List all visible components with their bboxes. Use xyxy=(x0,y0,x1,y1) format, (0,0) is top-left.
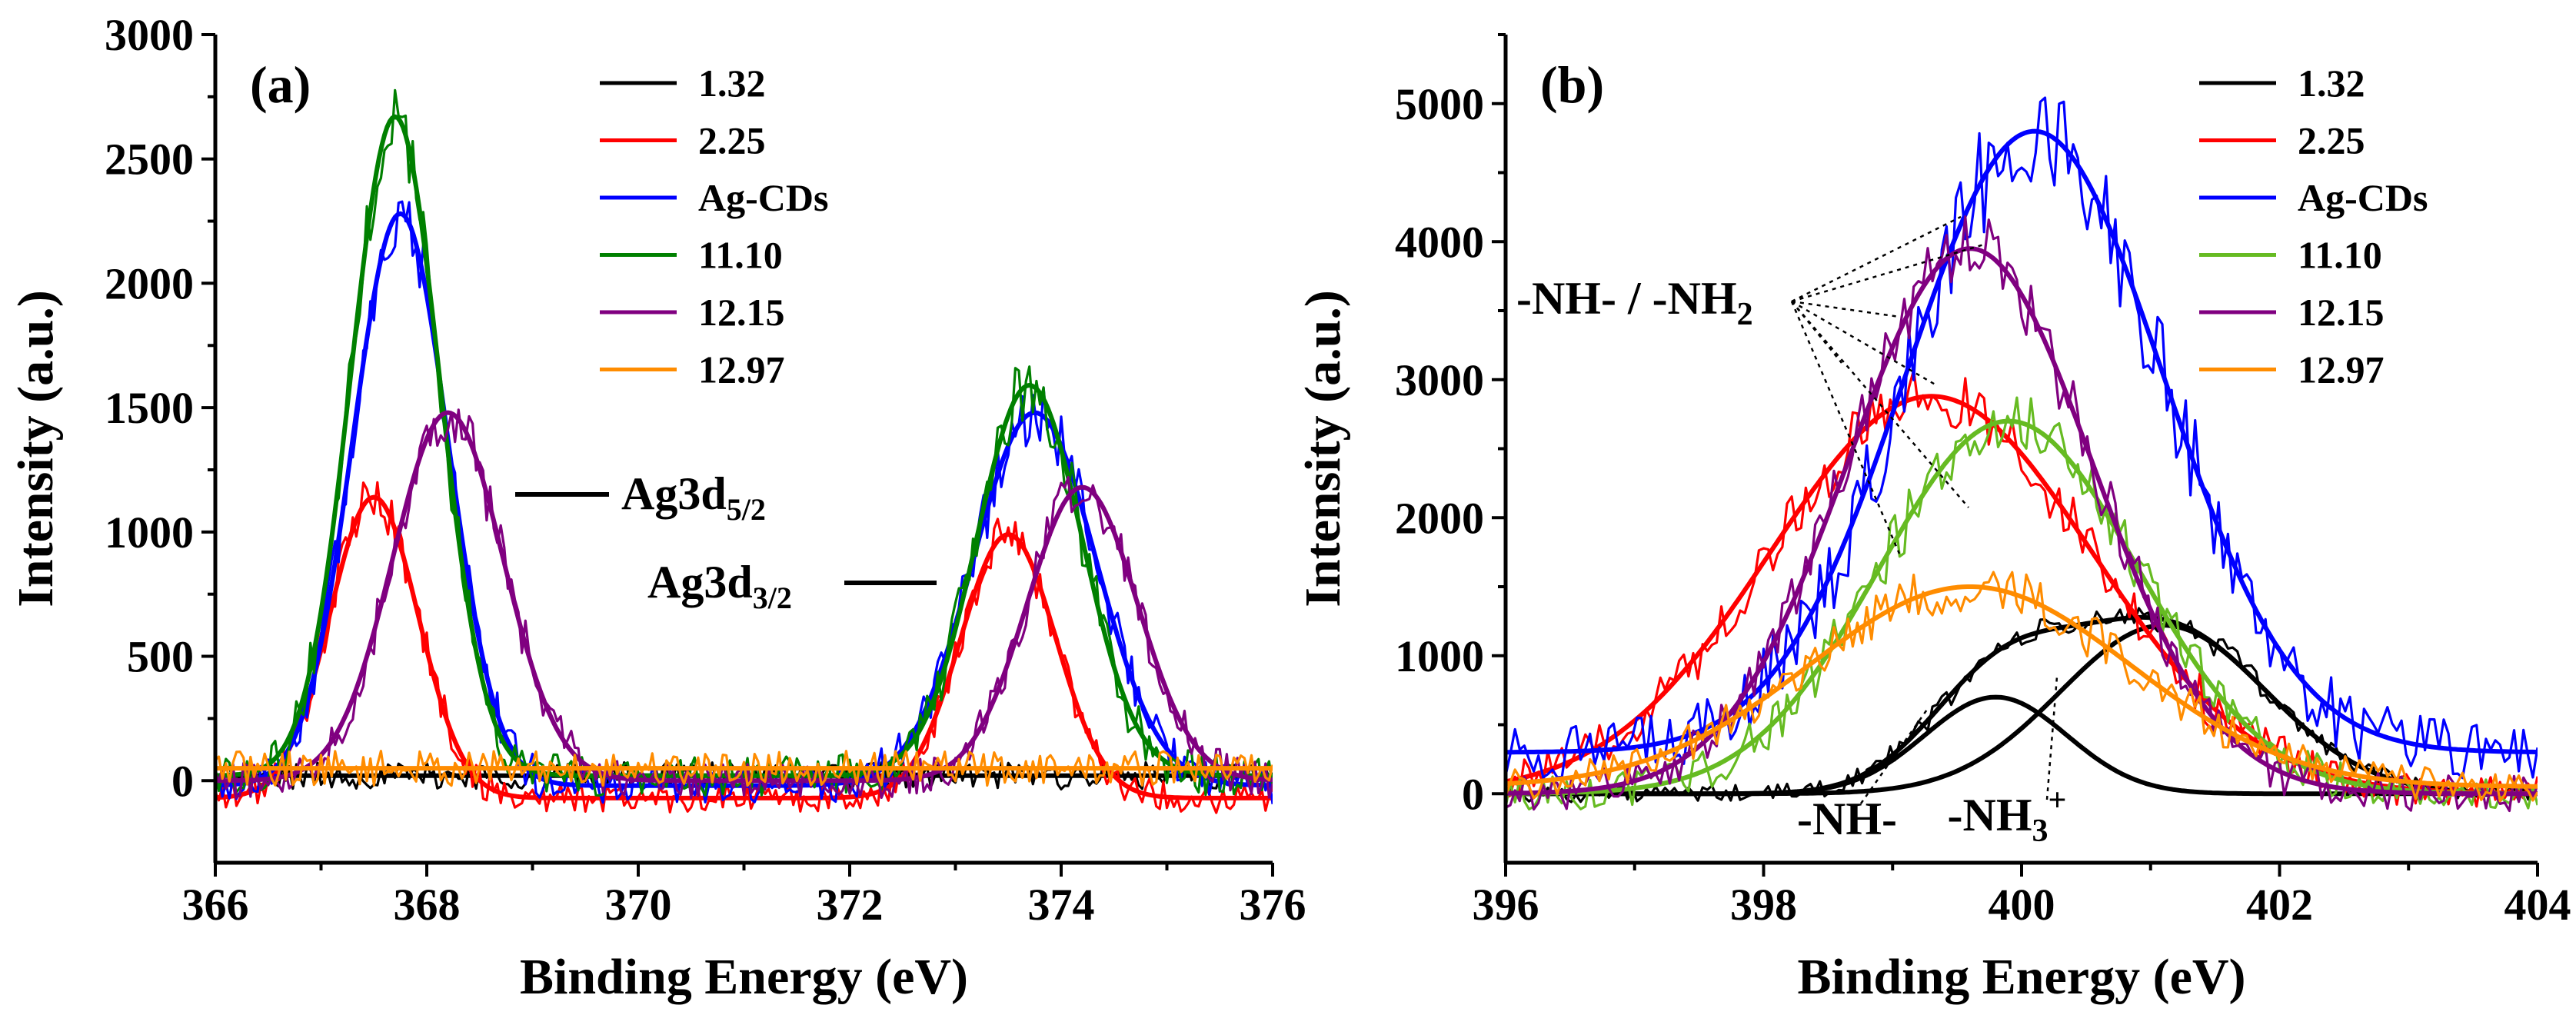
y-tick-label: 500 xyxy=(127,632,194,682)
legend-label-2-25: 2.25 xyxy=(698,119,766,162)
legend-label-2-25: 2.25 xyxy=(2298,119,2365,162)
series-fit-12-15 xyxy=(215,410,1273,784)
x-tick-label: 374 xyxy=(1028,880,1095,930)
panel-a: 366 368 370 372 374 376 0 500 1000 1500 2000 2500 30… xyxy=(8,10,1306,1005)
panel-label: (b) xyxy=(1540,55,1604,114)
leader-line xyxy=(1791,300,1900,318)
annotation-nh-nh2: -NH- / -NH2 xyxy=(1516,273,1753,332)
series-fit-2-25 xyxy=(215,494,1273,800)
x-tick-label: 376 xyxy=(1240,880,1306,930)
series-fit-12-97 xyxy=(1506,584,2538,789)
legend-label-12-97: 12.97 xyxy=(698,348,785,391)
annotation-nh3: -NH3+ xyxy=(1948,783,2067,849)
leader-line xyxy=(1791,215,1962,303)
series-fit-11-10 xyxy=(215,114,1273,778)
x-tick-label: 402 xyxy=(2246,880,2313,930)
series-fit-ag-cds xyxy=(1506,128,2538,755)
series-raw-12-97 xyxy=(215,750,1273,787)
series-raw-2-25 xyxy=(215,481,1273,814)
panel-b: 396 398 400 402 404 0 1000 2000 3000 4000 5000 Bind… xyxy=(1295,33,2571,1005)
y-axis-title: Intensity (a.u.) xyxy=(8,290,64,607)
leader-line-nh3 xyxy=(2045,676,2058,800)
y-tick-label: 3000 xyxy=(105,10,194,60)
y-axis-title: Intensity (a.u.) xyxy=(1295,290,1351,607)
legend-label-ag-cds: Ag-CDs xyxy=(2298,176,2428,219)
annotation-leaders-nh-nh2 xyxy=(1790,215,1985,554)
annotation-ag3d32: Ag3d3/2 xyxy=(647,557,792,615)
series-raw-12-97 xyxy=(1506,571,2538,803)
y-tick-label: 2000 xyxy=(1395,493,1484,543)
series-fit-12-15 xyxy=(1506,246,2538,797)
series-fit-11-10 xyxy=(1506,418,2538,797)
leader-line xyxy=(1791,301,1969,508)
plot-area xyxy=(215,88,1273,814)
legend: 1.32 2.25 Ag-CDs 11.10 12.15 12.97 xyxy=(600,62,828,391)
legend: 1.32 2.25 Ag-CDs 11.10 12.15 12.97 xyxy=(2199,62,2428,391)
x-tick-label: 396 xyxy=(1473,880,1539,930)
x-tick-label: 398 xyxy=(1730,880,1797,930)
legend-label-12-97: 12.97 xyxy=(2298,348,2385,391)
x-tick-label: 370 xyxy=(605,880,672,930)
y-tick-label: 5000 xyxy=(1395,79,1484,129)
x-tick-label: 368 xyxy=(394,880,461,930)
annotation-ag3d52: Ag3d5/2 xyxy=(621,468,766,527)
panel-label: (a) xyxy=(250,55,311,114)
x-tick-label: 372 xyxy=(817,880,884,930)
y-tick-label: 2500 xyxy=(105,135,194,185)
y-tick-label: 1500 xyxy=(105,383,194,433)
legend-label-1-32: 1.32 xyxy=(698,62,766,105)
y-tick-label: 1000 xyxy=(1395,631,1484,681)
legend-label-12-15: 12.15 xyxy=(698,291,785,334)
leader-line-nh xyxy=(1859,707,1930,804)
leader-line xyxy=(1791,300,1939,388)
legend-label-ag-cds: Ag-CDs xyxy=(698,176,828,219)
x-axis-title: Binding Energy (eV) xyxy=(1797,949,2245,1005)
series-raw-12-15 xyxy=(1506,215,2538,813)
y-tick-label: 3000 xyxy=(1395,355,1484,405)
leader-line xyxy=(1790,301,1901,554)
y-tick-label: 1000 xyxy=(105,508,194,557)
y-tick-label: 2000 xyxy=(105,258,194,308)
leader-line xyxy=(1791,243,1985,303)
series-raw-ag-cds xyxy=(1506,96,2538,780)
y-tick-label: 0 xyxy=(171,756,194,806)
y-tick-label: 0 xyxy=(1462,769,1484,819)
legend-label-11-10: 11.10 xyxy=(2298,234,2382,277)
legend-label-11-10: 11.10 xyxy=(698,234,783,277)
x-tick-label: 366 xyxy=(182,880,249,930)
annotation-nh: -NH- xyxy=(1797,794,1897,844)
x-tick-label: 404 xyxy=(2504,880,2571,930)
plot-area xyxy=(1506,96,2538,813)
x-tick-label: 400 xyxy=(1989,880,2055,930)
x-axis-title: Binding Energy (eV) xyxy=(520,949,968,1005)
legend-label-12-15: 12.15 xyxy=(2298,291,2385,334)
y-tick-label: 4000 xyxy=(1395,217,1484,267)
legend-label-1-32: 1.32 xyxy=(2298,62,2365,105)
